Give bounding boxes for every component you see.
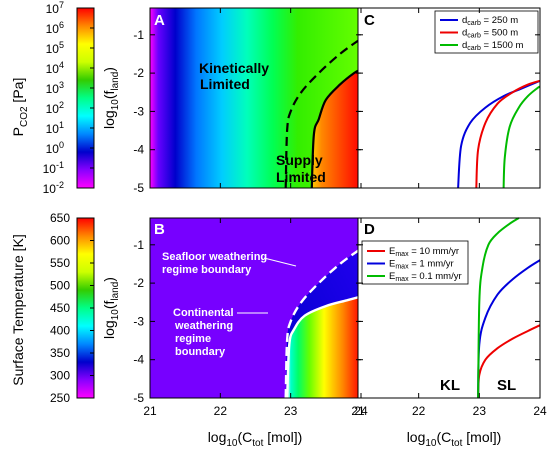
- x-tick-b-21: 21: [143, 404, 157, 418]
- colorbar-pco2-bar: [76, 7, 95, 189]
- colorbar-pco2-tick-6: 101: [46, 120, 64, 136]
- x-tick-b-23: 23: [284, 404, 298, 418]
- y-tick-b--3: -3: [133, 314, 144, 328]
- colorbar-temperature-tick-3: 500: [50, 279, 70, 293]
- y-tick-b--4: -4: [133, 353, 144, 367]
- panel-a-supply-label-1: Supply: [276, 152, 323, 168]
- colorbar-temperature: 650 600 550 500 450 400 350 300 250 Surface Temp…: [10, 211, 95, 405]
- x-tick-b-22: 22: [214, 404, 228, 418]
- colorbar-temperature-tick-5: 400: [50, 324, 70, 338]
- x-axis-label-right: log10(Ctot [mol]): [407, 429, 502, 449]
- colorbar-temperature-tick-1: 600: [50, 234, 70, 248]
- panel-d-letter: D: [364, 221, 375, 238]
- panel-a-solid-boundary: [310, 68, 362, 189]
- colorbar-pco2-tick-0: 107: [46, 0, 64, 16]
- panel-c-series-2: [502, 85, 541, 189]
- x-tick-b-24: 24: [354, 404, 368, 418]
- colorbar-temperature-tick-4: 450: [50, 301, 70, 315]
- y-tick-a--1: -1: [133, 28, 144, 42]
- colorbar-temperature-tick-2: 550: [50, 256, 70, 270]
- y-tick-b--5: -5: [133, 391, 144, 405]
- colorbar-temperature-tick-6: 350: [50, 346, 70, 360]
- panel-c-letter: C: [364, 12, 375, 29]
- panel-a-letter: A: [154, 12, 165, 29]
- panel-b-seafloor-label-1: Seafloor weathering: [162, 251, 267, 263]
- panel-b-seafloor-boundary: [284, 247, 362, 399]
- colorbar-temperature-tick-7: 300: [50, 369, 70, 383]
- panel-d-legend-label-2: Emax = 0.1 mm/yr: [389, 271, 462, 283]
- y-tick-a--4: -4: [133, 143, 144, 157]
- colorbar-pco2-label: PCO2 [Pa]: [10, 78, 30, 137]
- panel-b-continental-boundary: [285, 295, 362, 399]
- panel-c-series-1: [475, 79, 541, 189]
- panel-b-cont-label-1: Continental: [173, 307, 234, 319]
- panel-b-cont-label-4: boundary: [175, 346, 226, 358]
- y-axis-label-top: log10(fland): [101, 67, 121, 129]
- panel-a: A Kinetically Limited Supply Limited: [149, 7, 362, 189]
- colorbar-temperature-tick-0: 650: [50, 211, 70, 225]
- colorbar-pco2-tick-4: 103: [46, 80, 64, 96]
- y-tick-a--2: -2: [133, 66, 144, 80]
- panel-b: B Seafloor weathering regime boundary Co…: [149, 217, 362, 399]
- colorbar-temperature-label: Surface Temperature [K]: [10, 234, 26, 385]
- panel-d-legend-label-0: Emax = 10 mm/yr: [389, 246, 459, 258]
- x-tick-d-21: 21: [351, 404, 365, 418]
- x-tick-d-22: 22: [412, 404, 426, 418]
- colorbar-pco2-tick-5: 102: [46, 100, 64, 116]
- panel-a-dashed-boundary: [284, 37, 362, 189]
- colorbar-pco2: 107 106 105 104 103 102 101 100 10-1 10-2 PCO2 [P…: [10, 0, 95, 196]
- panel-d-sl-label: SL: [497, 377, 516, 394]
- panel-d-legend-label-1: Emax = 1 mm/yr: [389, 259, 454, 271]
- y-tick-a--3: -3: [133, 104, 144, 118]
- colorbar-pco2-tick-2: 105: [46, 40, 64, 56]
- panel-a-kinetic-label-2: Limited: [200, 76, 250, 92]
- panel-d-series-2: [477, 217, 520, 399]
- panel-b-cont-label-3: regime: [175, 333, 211, 345]
- x-tick-d-23: 23: [473, 404, 487, 418]
- axes-ticks: -1-2-3-4-521 22 23 24-1-2-3-4-521 22 23 24: [133, 8, 547, 418]
- colorbar-pco2-tick-3: 104: [46, 60, 64, 76]
- colorbar-pco2-tick-9: 10-2: [43, 180, 64, 196]
- panel-c-legend-label-2: dcarb = 1500 m: [462, 40, 524, 52]
- panel-b-letter: B: [154, 221, 165, 238]
- panel-b-seafloor-label-2: regime boundary: [162, 264, 252, 276]
- y-tick-a--5: -5: [133, 181, 144, 195]
- colorbar-pco2-tick-1: 106: [46, 20, 64, 36]
- colorbar-pco2-tick-8: 10-1: [43, 160, 64, 176]
- panel-d-kl-label: KL: [440, 377, 460, 394]
- x-axis-label-left: log10(Ctot [mol]): [208, 429, 303, 449]
- panel-a-kinetic-label-1: Kinetically: [199, 60, 269, 76]
- panel-b-hot-region: [287, 296, 361, 398]
- colorbar-temperature-tick-8: 250: [50, 391, 70, 405]
- panel-a-supply-label-2: Limited: [276, 169, 326, 185]
- panel-c-legend-label-0: dcarb = 250 m: [462, 15, 518, 27]
- panel-b-cont-label-2: weathering: [174, 320, 233, 332]
- panel-a-supply-region: [311, 69, 361, 188]
- y-tick-b--2: -2: [133, 276, 144, 290]
- colorbar-pco2-tick-7: 100: [46, 140, 64, 156]
- panel-c-legend-label-1: dcarb = 500 m: [462, 28, 518, 40]
- panel-b-seafloor-leader: [263, 257, 297, 267]
- y-axis-label-bottom: log10(fland): [101, 277, 121, 339]
- y-tick-b--1: -1: [133, 238, 144, 252]
- x-tick-d-24: 24: [533, 404, 547, 418]
